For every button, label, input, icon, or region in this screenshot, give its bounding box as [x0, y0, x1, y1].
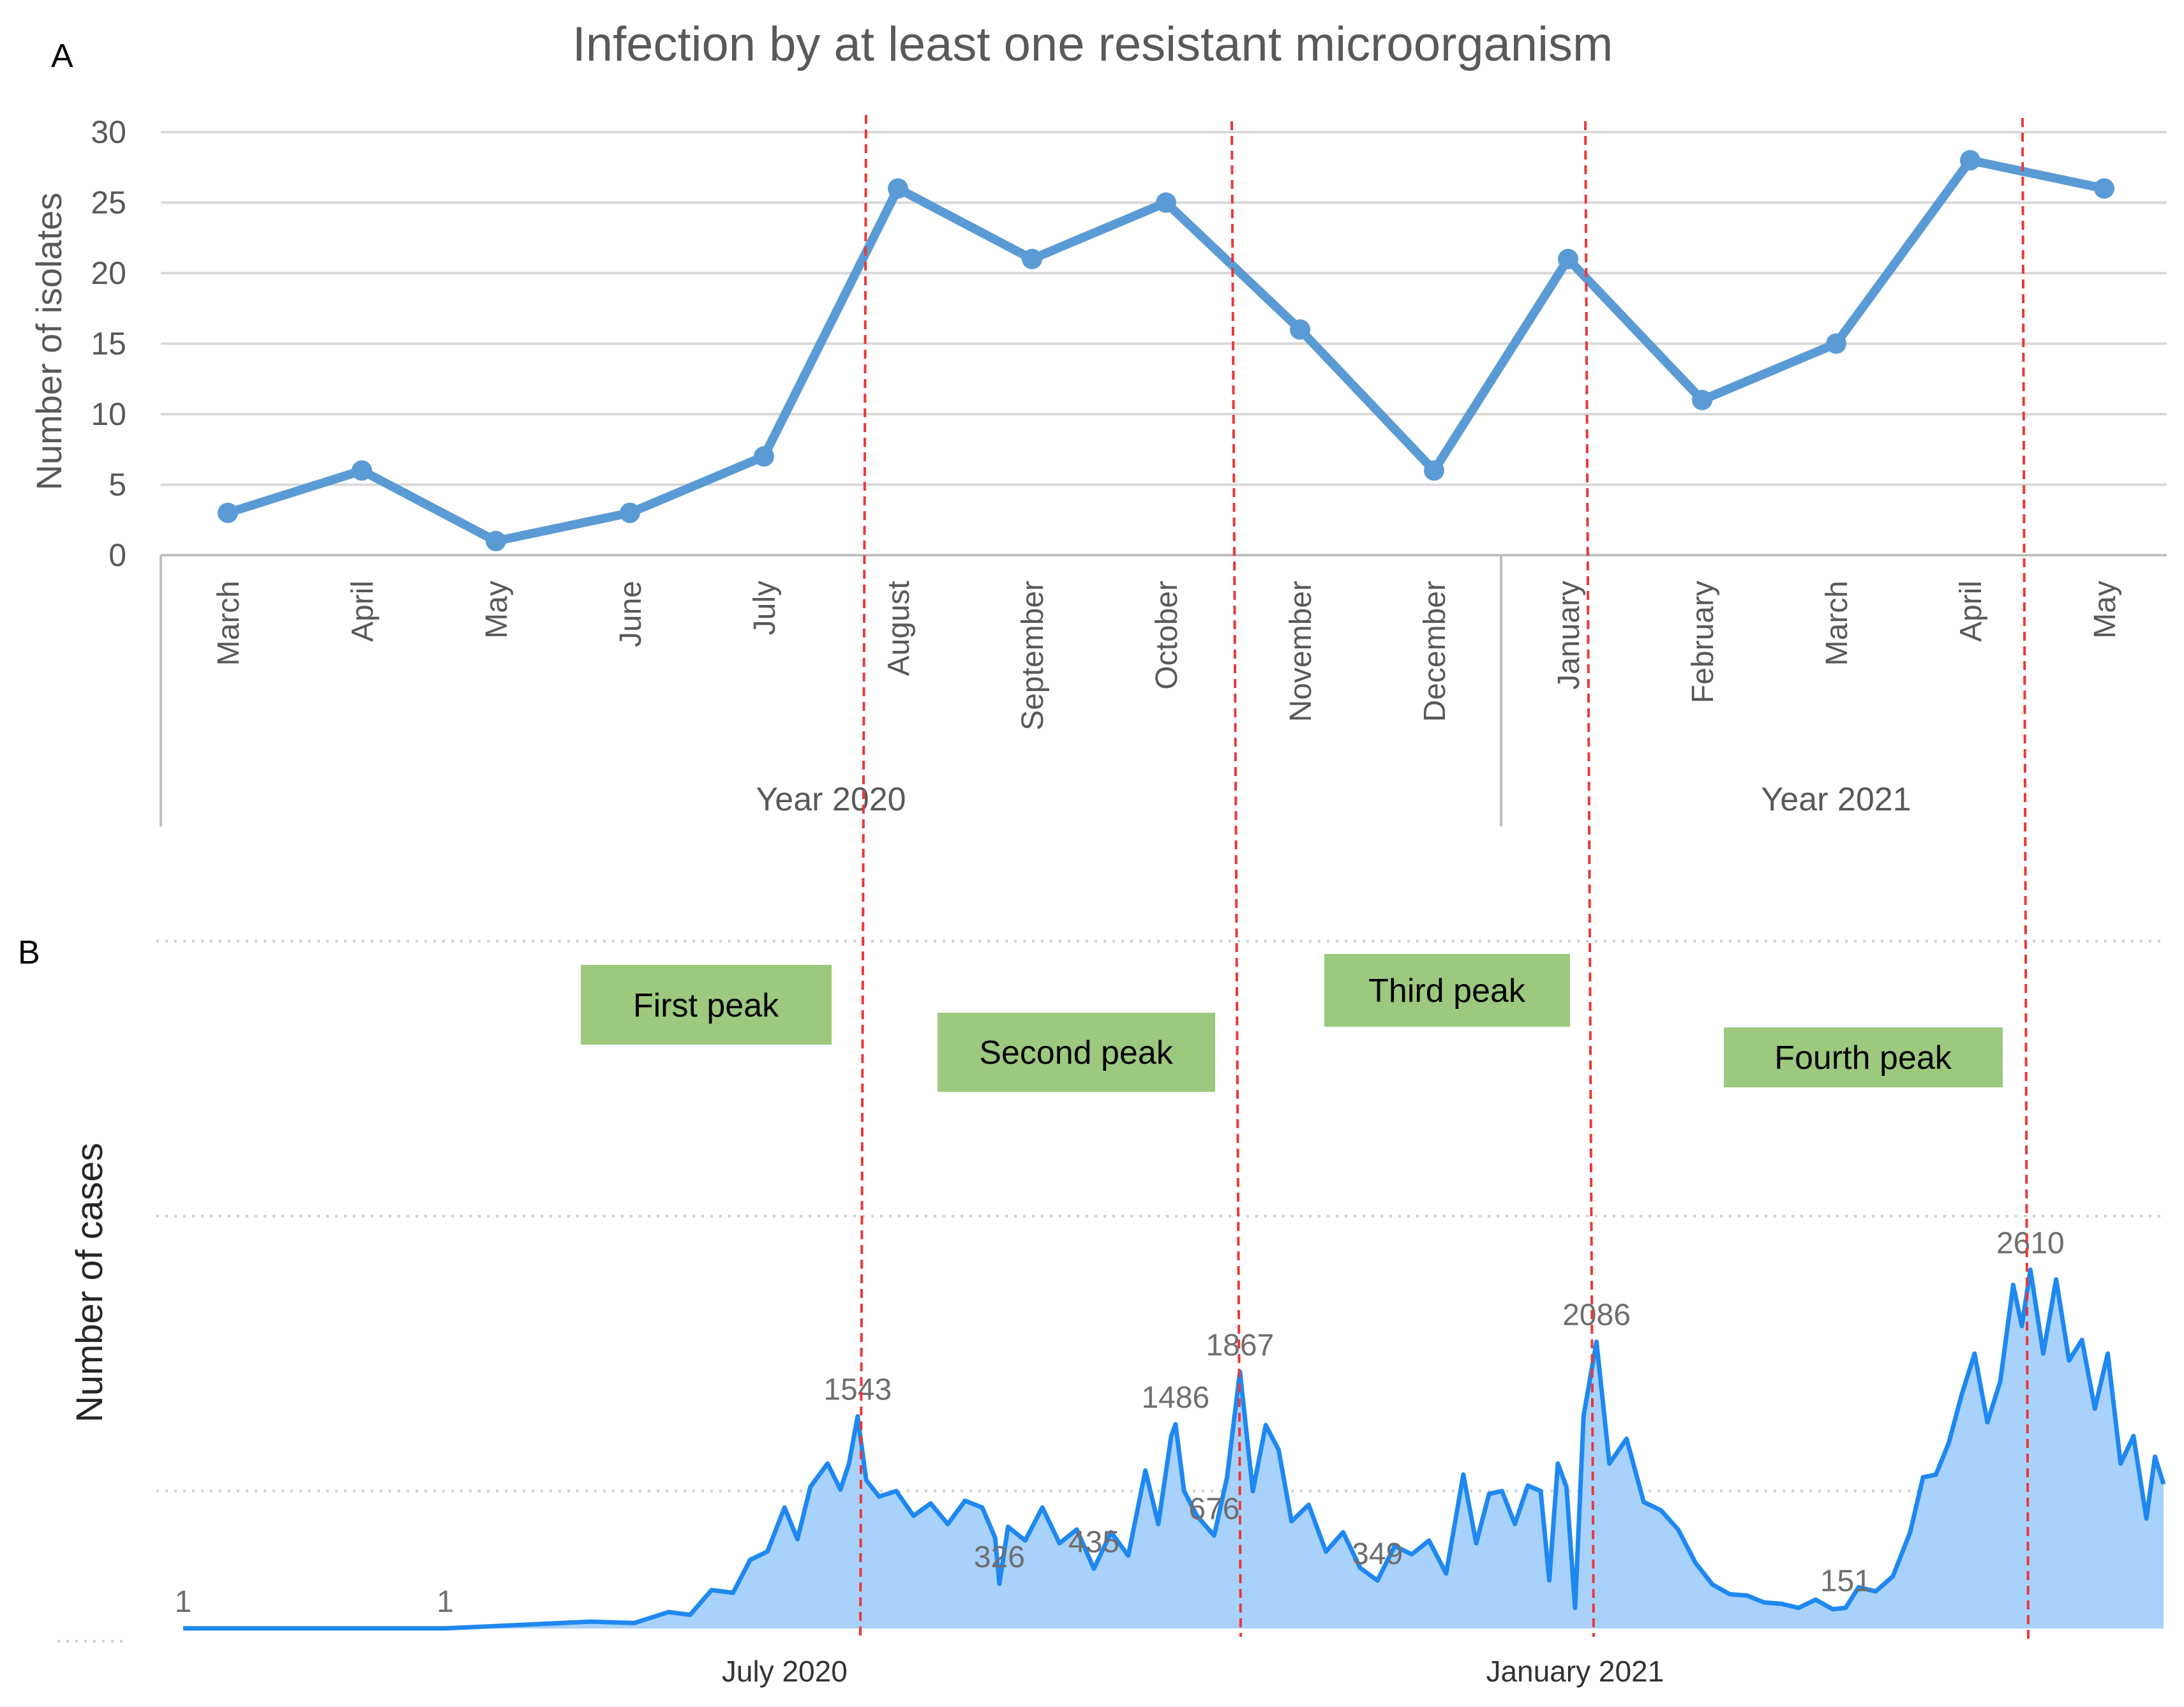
data-point: [1156, 192, 1176, 213]
panel-a: A Infection by at least one resistant mi…: [29, 17, 2167, 826]
data-point: [218, 502, 238, 523]
y-tick-label: 30: [91, 114, 126, 150]
peak-label-1: First peak: [633, 987, 779, 1024]
peak-label-4: Fourth peak: [1774, 1040, 1952, 1077]
y-tick-label: 10: [91, 396, 126, 432]
year-labels: Year 2020 Year 2021: [756, 781, 1911, 818]
peak-label-3: Third peak: [1368, 973, 1526, 1010]
cases-line: [183, 1267, 2166, 1631]
x-tick-label: April: [346, 581, 380, 642]
data-point: [754, 446, 774, 467]
data-label: 151: [1820, 1564, 1871, 1598]
y-tick-label: 5: [108, 467, 126, 503]
data-points: [218, 150, 2114, 551]
x-tick-label: April: [1954, 581, 1988, 642]
peak-box-2-bg: [938, 1013, 1215, 1092]
divider-3: [1584, 121, 1595, 1637]
y-tick-label: 25: [91, 185, 126, 221]
peak-box-1-bg: [581, 965, 832, 1045]
data-point: [1558, 248, 1578, 269]
b-x-tick-label: July 2020: [722, 1655, 848, 1688]
y-tick-label: 15: [91, 326, 126, 362]
data-label: 1: [437, 1585, 454, 1619]
peak-label-2: Second peak: [979, 1034, 1174, 1071]
y-axis-label: Number of isolates: [29, 193, 69, 491]
data-point: [486, 530, 506, 551]
data-point: [888, 178, 908, 199]
x-tick-label: May: [2088, 581, 2122, 639]
x-tick-label: June: [614, 581, 648, 647]
chart-title: Infection by at least one resistant micr…: [572, 17, 1613, 71]
peak-box-4-bg: [1724, 1027, 2003, 1087]
peak-box-1: First peak: [581, 965, 832, 1045]
data-label: 326: [974, 1540, 1025, 1574]
year-label: Year 2021: [1761, 781, 1911, 818]
x-tick-label: November: [1284, 581, 1318, 722]
divider-4: [2021, 117, 2030, 1644]
b-x-tick-label: January 2021: [1486, 1655, 1664, 1688]
panel-b-label: B: [18, 934, 40, 971]
peak-box-2: Second peak: [938, 1013, 1215, 1092]
y-tick-label: 0: [108, 537, 126, 573]
x-tick-label: December: [1418, 581, 1452, 722]
data-label: 1543: [823, 1373, 892, 1407]
axes: [160, 554, 2167, 826]
data-label: 349: [1352, 1537, 1403, 1571]
data-point: [1290, 319, 1310, 340]
data-labels: 1115433264351486676186734920861512610: [175, 1226, 2065, 1619]
cases-area: [183, 1269, 2164, 1629]
data-point: [1424, 460, 1444, 481]
divider-1: [859, 114, 867, 1637]
panel-a-label: A: [51, 38, 73, 75]
x-tick-label: July: [748, 581, 782, 635]
data-label: 1: [175, 1585, 192, 1619]
data-point: [352, 460, 372, 481]
x-tick-label: October: [1150, 581, 1184, 690]
data-point: [2094, 178, 2114, 199]
panel-b: B Number of cases First peak Second peak…: [18, 934, 2167, 1688]
data-label: 1486: [1141, 1381, 1209, 1415]
peak-box-3: Third peak: [1324, 954, 1570, 1027]
x-tick-label: May: [480, 581, 514, 639]
divider-2: [1230, 121, 1242, 1637]
b-x-tick-labels: July 2020 January 2021: [722, 1655, 1664, 1688]
data-point: [620, 502, 640, 523]
y-tick-labels: 0 5 10 15 20 25 30: [91, 114, 126, 573]
data-point: [1022, 248, 1042, 269]
y-tick-label: 20: [91, 255, 126, 291]
data-label: 2086: [1562, 1299, 1631, 1332]
data-point: [1826, 333, 1846, 354]
peak-box-3-bg: [1324, 954, 1570, 1027]
year-label: Year 2020: [756, 781, 906, 818]
wave-dividers: [859, 114, 2030, 1644]
data-point: [1960, 150, 1980, 171]
peak-box-4: Fourth peak: [1724, 1027, 2003, 1087]
data-label: 676: [1188, 1492, 1239, 1526]
b-y-axis-label: Number of cases: [69, 1143, 110, 1422]
x-tick-label: March: [212, 581, 246, 666]
x-tick-label: September: [1016, 581, 1050, 731]
x-tick-label: March: [1820, 581, 1854, 666]
x-tick-label: August: [882, 581, 916, 676]
x-tick-label: February: [1686, 581, 1720, 703]
data-label: 2610: [1996, 1226, 2065, 1260]
data-point: [1692, 389, 1712, 410]
x-tick-label: January: [1552, 581, 1586, 690]
data-label: 435: [1068, 1525, 1119, 1559]
x-tick-labels: March April May June July August September Octo…: [212, 581, 2122, 731]
